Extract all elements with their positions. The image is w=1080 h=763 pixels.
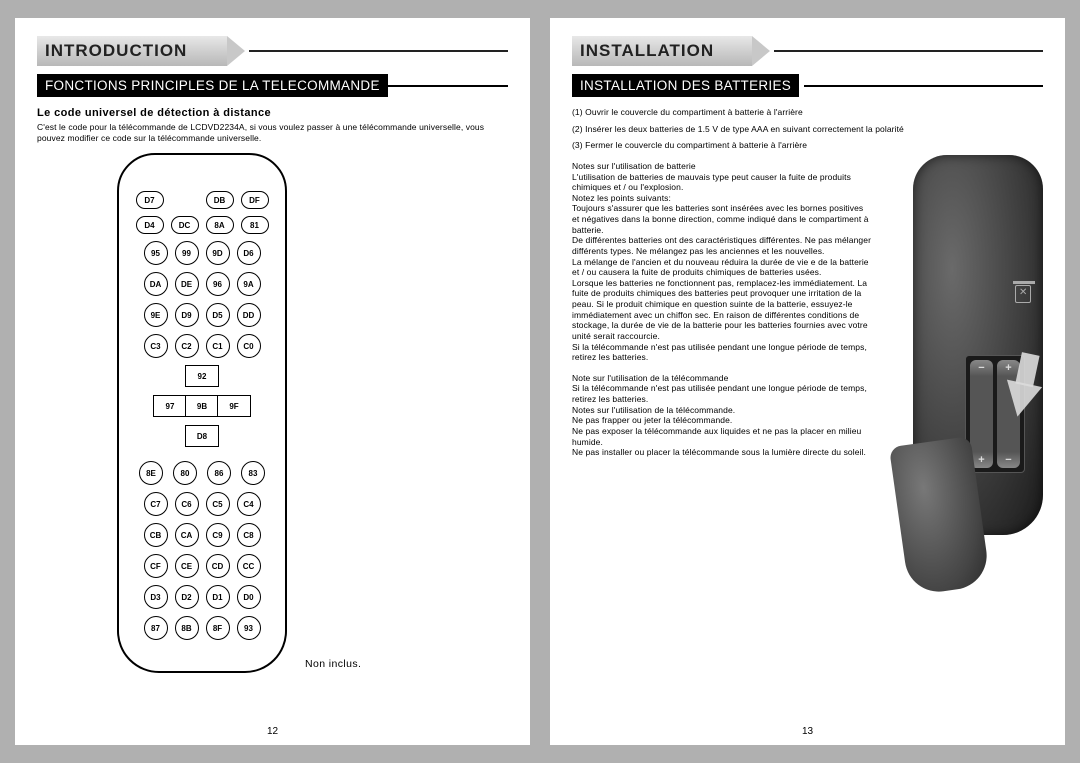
btn: 8E xyxy=(139,461,163,485)
btn: 9D xyxy=(206,241,230,265)
step-3: (3) Fermer le couvercle du compartiment … xyxy=(572,140,1043,151)
chevron-title: INSTALLATION xyxy=(580,41,714,61)
page-left: INTRODUCTION FONCTIONS PRINCIPLES DE LA … xyxy=(15,18,530,745)
btn: D1 xyxy=(206,585,230,609)
battery-illustration xyxy=(873,155,1043,585)
page-number-right: 13 xyxy=(802,726,813,737)
sub-title: INSTALLATION DES BATTERIES xyxy=(572,74,799,97)
header-left: INTRODUCTION xyxy=(37,36,508,66)
btn: 8F xyxy=(206,616,230,640)
dpad-left: 97 xyxy=(153,395,187,417)
btn: C0 xyxy=(237,334,261,358)
page-right: INSTALLATION INSTALLATION DES BATTERIES … xyxy=(550,18,1065,745)
btn: DF xyxy=(241,191,269,209)
remote-note: Notes sur l'utilisation de la télécomman… xyxy=(572,405,872,416)
btn: D6 xyxy=(237,241,261,265)
btn: CF xyxy=(144,554,168,578)
bullet: De différentes batteries ont des caracté… xyxy=(572,235,872,256)
btn: 86 xyxy=(207,461,231,485)
btn: C5 xyxy=(206,492,230,516)
btn: 83 xyxy=(241,461,265,485)
step-1: (1) Ouvrir le couvercle du compartiment … xyxy=(572,107,1043,118)
dpad-up: 92 xyxy=(185,365,219,387)
btn: 96 xyxy=(206,272,230,296)
btn: DD xyxy=(237,303,261,327)
heading-code: Le code universel de détection à distanc… xyxy=(37,107,508,119)
btn: 81 xyxy=(241,216,269,234)
notes-intro: L'utilisation de batteries de mauvais ty… xyxy=(572,172,872,193)
non-inclus-label: Non inclus. xyxy=(305,658,361,670)
chevron-title: INTRODUCTION xyxy=(45,41,187,61)
btn: 8B xyxy=(175,616,199,640)
intro-text: C'est le code pour la télécommande de LC… xyxy=(37,122,508,143)
btn: CE xyxy=(175,554,199,578)
btn: D0 xyxy=(237,585,261,609)
btn: C3 xyxy=(144,334,168,358)
page-number-left: 12 xyxy=(267,726,278,737)
btn: CA xyxy=(175,523,199,547)
remote-note: Ne pas frapper ou jeter la télécommande. xyxy=(572,415,872,426)
sub-title: FONCTIONS PRINCIPLES DE LA TELECOMMANDE xyxy=(37,74,388,97)
remote-note: Ne pas installer ou placer la télécomman… xyxy=(572,447,872,458)
no-dispose-icon xyxy=(1015,285,1031,303)
step-2: (2) Insérer les deux batteries de 1.5 V … xyxy=(572,124,1043,135)
btn: C4 xyxy=(237,492,261,516)
btn: D9 xyxy=(175,303,199,327)
btn: D5 xyxy=(206,303,230,327)
btn: D4 xyxy=(136,216,164,234)
bullet: Toujours s'assurer que les batteries son… xyxy=(572,203,872,235)
btn: CB xyxy=(144,523,168,547)
btn: DC xyxy=(171,216,199,234)
btn: 80 xyxy=(173,461,197,485)
btn: DE xyxy=(175,272,199,296)
bullet: Si la télécommande n'est pas utilisée pe… xyxy=(572,342,872,363)
btn: DA xyxy=(144,272,168,296)
dpad-right: 9F xyxy=(217,395,251,417)
btn: 95 xyxy=(144,241,168,265)
dpad-down: D8 xyxy=(185,425,219,447)
btn: C2 xyxy=(175,334,199,358)
bullet: Lorsque les batteries ne fonctionnent pa… xyxy=(572,278,872,342)
remote-diagram: D7 DB DF D4 DC 8A 81 95 99 9D D6 DA DE 96 9A 9E D9 D5… xyxy=(117,153,287,673)
btn: 87 xyxy=(144,616,168,640)
btn: 8A xyxy=(206,216,234,234)
remote-note: Si la télécommande n'est pas utilisée pe… xyxy=(572,383,872,404)
btn: 9A xyxy=(237,272,261,296)
battery-1 xyxy=(970,360,993,468)
btn: 93 xyxy=(237,616,261,640)
btn: C1 xyxy=(206,334,230,358)
btn: DB xyxy=(206,191,234,209)
insert-arrow-icon xyxy=(1000,380,1042,421)
btn: D2 xyxy=(175,585,199,609)
remote-note-title: Note sur l'utilisation de la télécommand… xyxy=(572,373,872,384)
btn: 99 xyxy=(175,241,199,265)
dpad-center: 9B xyxy=(185,395,219,417)
btn: C8 xyxy=(237,523,261,547)
btn: CC xyxy=(237,554,261,578)
sub-header-right: INSTALLATION DES BATTERIES xyxy=(572,74,1043,107)
notes-sub: Notez les points suivants: xyxy=(572,193,872,204)
dpad: 92 97 9B 9F D8 xyxy=(161,365,243,447)
btn: C6 xyxy=(175,492,199,516)
remote-note: Ne pas exposer la télécommande aux liqui… xyxy=(572,426,872,447)
bullet: La mélange de l'ancien et du nouveau réd… xyxy=(572,257,872,278)
remote-wrap: D7 DB DF D4 DC 8A 81 95 99 9D D6 DA DE 96 9A 9E D9 D5… xyxy=(37,143,508,733)
btn: D3 xyxy=(144,585,168,609)
notes-title: Notes sur l'utilisation de batterie xyxy=(572,161,872,172)
btn: CD xyxy=(206,554,230,578)
btn: 9E xyxy=(144,303,168,327)
btn: C7 xyxy=(144,492,168,516)
sub-header-left: FONCTIONS PRINCIPLES DE LA TELECOMMANDE xyxy=(37,74,508,107)
btn: C9 xyxy=(206,523,230,547)
header-right: INSTALLATION xyxy=(572,36,1043,66)
btn: D7 xyxy=(136,191,164,209)
